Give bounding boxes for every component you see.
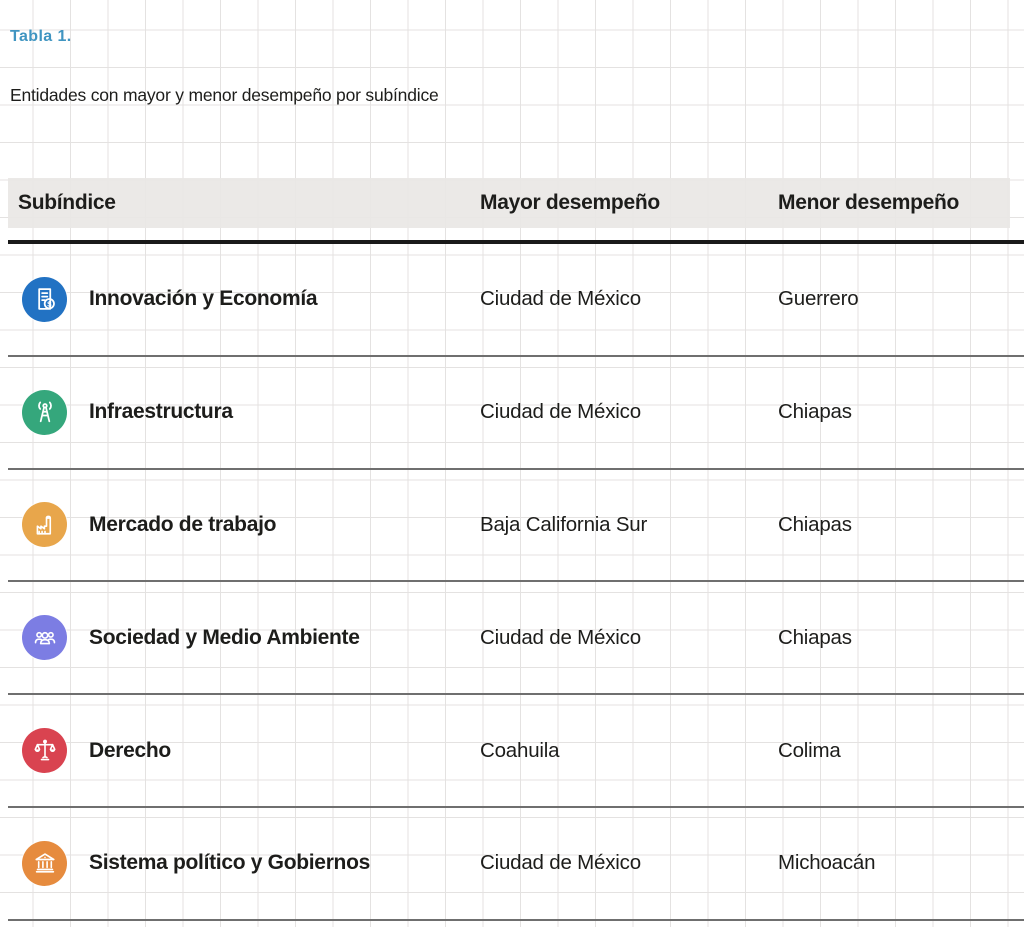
performance-table: Subíndice Mayor desempeño Menor desempeñ… [8,178,1024,921]
mayor-cell: Ciudad de México [480,625,641,649]
bank-building-icon [22,840,67,886]
table-row: Sociedad y Medio Ambiente Ciudad de Méxi… [8,582,1024,696]
subindice-cell: Sociedad y Medio Ambiente [8,615,480,661]
mayor-cell: Ciudad de México [480,851,641,875]
column-header-mayor: Mayor desempeño [480,191,660,214]
mayor-cell: Ciudad de México [480,287,641,311]
menor-cell: Chiapas [778,625,852,649]
menor-cell: Michoacán [778,851,876,875]
row-label: Sociedad y Medio Ambiente [89,625,360,649]
column-header-subindice: Subíndice [18,191,116,214]
broadcast-tower-icon [22,389,67,435]
subindice-cell: Mercado de trabajo [8,502,480,548]
subindice-cell: Sistema político y Gobiernos [8,840,480,886]
factory-icon [22,502,67,548]
table-body: $ Innovación y Economía Ciudad de México… [8,244,1024,921]
table-row: Derecho Coahuila Colima [8,695,1024,808]
row-label: Derecho [89,738,171,762]
subindice-cell: Derecho [8,728,480,774]
row-label: Innovación y Economía [89,287,318,311]
column-header-menor: Menor desempeño [778,191,960,214]
mayor-cell: Ciudad de México [480,400,641,424]
row-label: Infraestructura [89,400,233,424]
row-label: Sistema político y Gobiernos [89,851,370,875]
mayor-cell: Coahuila [480,738,560,762]
menor-cell: Guerrero [778,287,859,311]
table-row: Mercado de trabajo Baja California Sur C… [8,470,1024,583]
svg-text:$: $ [47,300,52,309]
table-row: Infraestructura Ciudad de México Chiapas [8,357,1024,470]
menor-cell: Chiapas [778,400,852,424]
invoice-dollar-icon: $ [22,276,67,322]
table-subtitle: Entidades con mayor y menor desempeño po… [10,85,439,105]
subindice-cell: $ Innovación y Economía [8,276,480,322]
menor-cell: Chiapas [778,512,852,536]
table-row: $ Innovación y Economía Ciudad de México… [8,244,1024,357]
table-label: Tabla 1. [10,28,72,45]
menor-cell: Colima [778,738,841,762]
table-row: Sistema político y Gobiernos Ciudad de M… [8,808,1024,921]
row-label: Mercado de trabajo [89,512,277,536]
header-divider [8,240,1024,244]
scales-of-justice-icon [22,728,67,774]
table-header-row: Subíndice Mayor desempeño Menor desempeñ… [8,178,1010,228]
mayor-cell: Baja California Sur [480,512,648,536]
users-group-icon [22,615,67,661]
subindice-cell: Infraestructura [8,389,480,435]
